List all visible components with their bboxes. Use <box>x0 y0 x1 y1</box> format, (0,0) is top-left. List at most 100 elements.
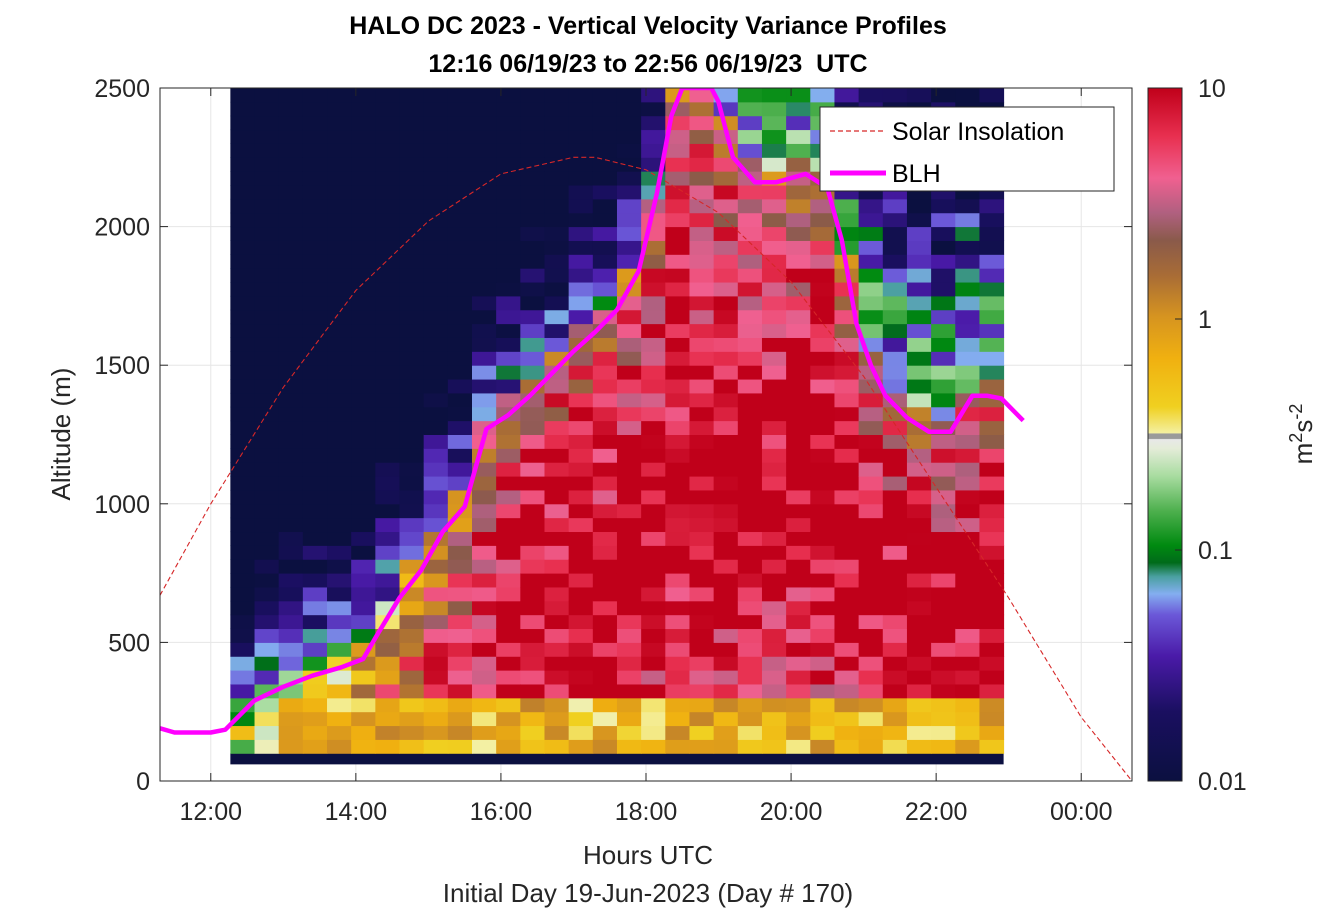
heatmap-cell <box>544 725 570 740</box>
heatmap-cell <box>906 365 932 380</box>
heatmap-cell <box>520 212 545 228</box>
heatmap-cell <box>931 586 956 602</box>
heatmap-cell <box>351 351 376 366</box>
heatmap-cell <box>592 600 618 616</box>
heatmap-cell <box>327 337 352 352</box>
heatmap-cell <box>641 739 666 754</box>
heatmap-cell <box>423 365 449 380</box>
heatmap-cell <box>979 503 1005 519</box>
heatmap-cell <box>472 683 497 699</box>
heatmap-cell <box>375 198 401 214</box>
heatmap-cell <box>858 309 884 325</box>
heatmap-cell <box>761 143 787 158</box>
heatmap-cell <box>906 656 932 671</box>
heatmap-cell <box>665 337 690 352</box>
heatmap-cell <box>375 282 401 297</box>
heatmap-cell <box>737 586 763 602</box>
heatmap-cell <box>713 226 739 241</box>
heatmap-cell <box>834 392 860 408</box>
heatmap-cell <box>496 157 521 172</box>
heatmap-cell <box>472 337 497 352</box>
heatmap-cell <box>423 614 449 630</box>
heatmap-cell <box>230 600 256 616</box>
heatmap-cell <box>399 309 425 325</box>
heatmap-cell <box>616 337 642 352</box>
heatmap-cell <box>423 434 449 449</box>
heatmap-cell <box>520 323 545 338</box>
heatmap-cell <box>786 309 811 325</box>
heatmap-cell <box>327 434 352 449</box>
heatmap-cell <box>375 739 401 754</box>
heatmap-cell <box>375 628 401 643</box>
heatmap-cell <box>713 295 739 311</box>
heatmap-cell <box>665 725 690 740</box>
y-axis-label: Altitude (m) <box>46 368 76 501</box>
heatmap-cell <box>834 323 860 338</box>
heatmap-cell <box>616 573 642 588</box>
heatmap-cell <box>278 545 304 560</box>
heatmap-cell <box>520 406 545 422</box>
heatmap-cell <box>713 628 739 643</box>
heatmap-cell <box>858 559 884 574</box>
heatmap-cell <box>592 559 618 574</box>
heatmap-cell <box>761 697 787 713</box>
heatmap-cell <box>689 697 715 713</box>
heatmap-cell <box>496 573 521 588</box>
heatmap-cell <box>351 531 376 546</box>
heatmap-cell <box>786 600 811 616</box>
heatmap-cell <box>761 101 787 117</box>
heatmap-cell <box>665 670 690 685</box>
heatmap-cell <box>955 545 980 560</box>
heatmap-cell <box>689 670 715 685</box>
heatmap-cell <box>520 198 545 214</box>
heatmap-cell <box>810 226 835 241</box>
heatmap-cell <box>472 88 497 103</box>
heatmap-cell <box>230 420 256 435</box>
heatmap-cell <box>375 337 401 352</box>
heatmap-cell <box>641 503 666 519</box>
heatmap-cell <box>786 129 811 144</box>
heatmap-cell <box>520 670 545 685</box>
heatmap-cell <box>302 115 328 131</box>
heatmap-cell <box>568 614 594 630</box>
heatmap-cell <box>399 489 425 505</box>
heatmap-cell <box>834 240 860 255</box>
heatmap-cell <box>423 489 449 505</box>
heatmap-cell <box>278 462 304 477</box>
heatmap-cell <box>882 614 908 630</box>
heatmap-cell <box>665 185 690 200</box>
heatmap-cell <box>327 240 352 255</box>
heatmap-cell <box>230 517 256 533</box>
heatmap-cell <box>520 226 545 241</box>
heatmap-cell <box>858 683 884 699</box>
heatmap-cell <box>351 254 376 269</box>
heatmap-cell <box>520 642 545 657</box>
heatmap-cell <box>810 725 835 740</box>
heatmap-cell <box>906 545 932 560</box>
heatmap-cell <box>472 268 497 283</box>
heatmap-cell <box>592 171 618 186</box>
heatmap-cell <box>544 323 570 338</box>
heatmap-cell <box>955 642 980 657</box>
heatmap-cell <box>351 282 376 297</box>
heatmap-cell <box>230 323 256 338</box>
heatmap-cell <box>737 129 763 144</box>
heatmap-cell <box>931 226 956 241</box>
heatmap-cell <box>882 198 908 214</box>
heatmap-cell <box>737 573 763 588</box>
heatmap-cell <box>786 462 811 477</box>
heatmap-cell <box>254 171 280 186</box>
heatmap-cell <box>399 559 425 574</box>
heatmap-cell <box>568 517 594 533</box>
heatmap-cell <box>858 628 884 643</box>
heatmap-cell <box>520 88 545 103</box>
heatmap-cell <box>737 101 763 117</box>
heatmap-cell <box>568 392 594 408</box>
heatmap-cell <box>254 670 280 685</box>
heatmap-cell <box>447 586 473 602</box>
heatmap-cell <box>544 434 570 449</box>
heatmap-cell <box>544 198 570 214</box>
heatmap-cell <box>544 642 570 657</box>
heatmap-cell <box>979 379 1005 394</box>
heatmap-cell <box>641 392 666 408</box>
